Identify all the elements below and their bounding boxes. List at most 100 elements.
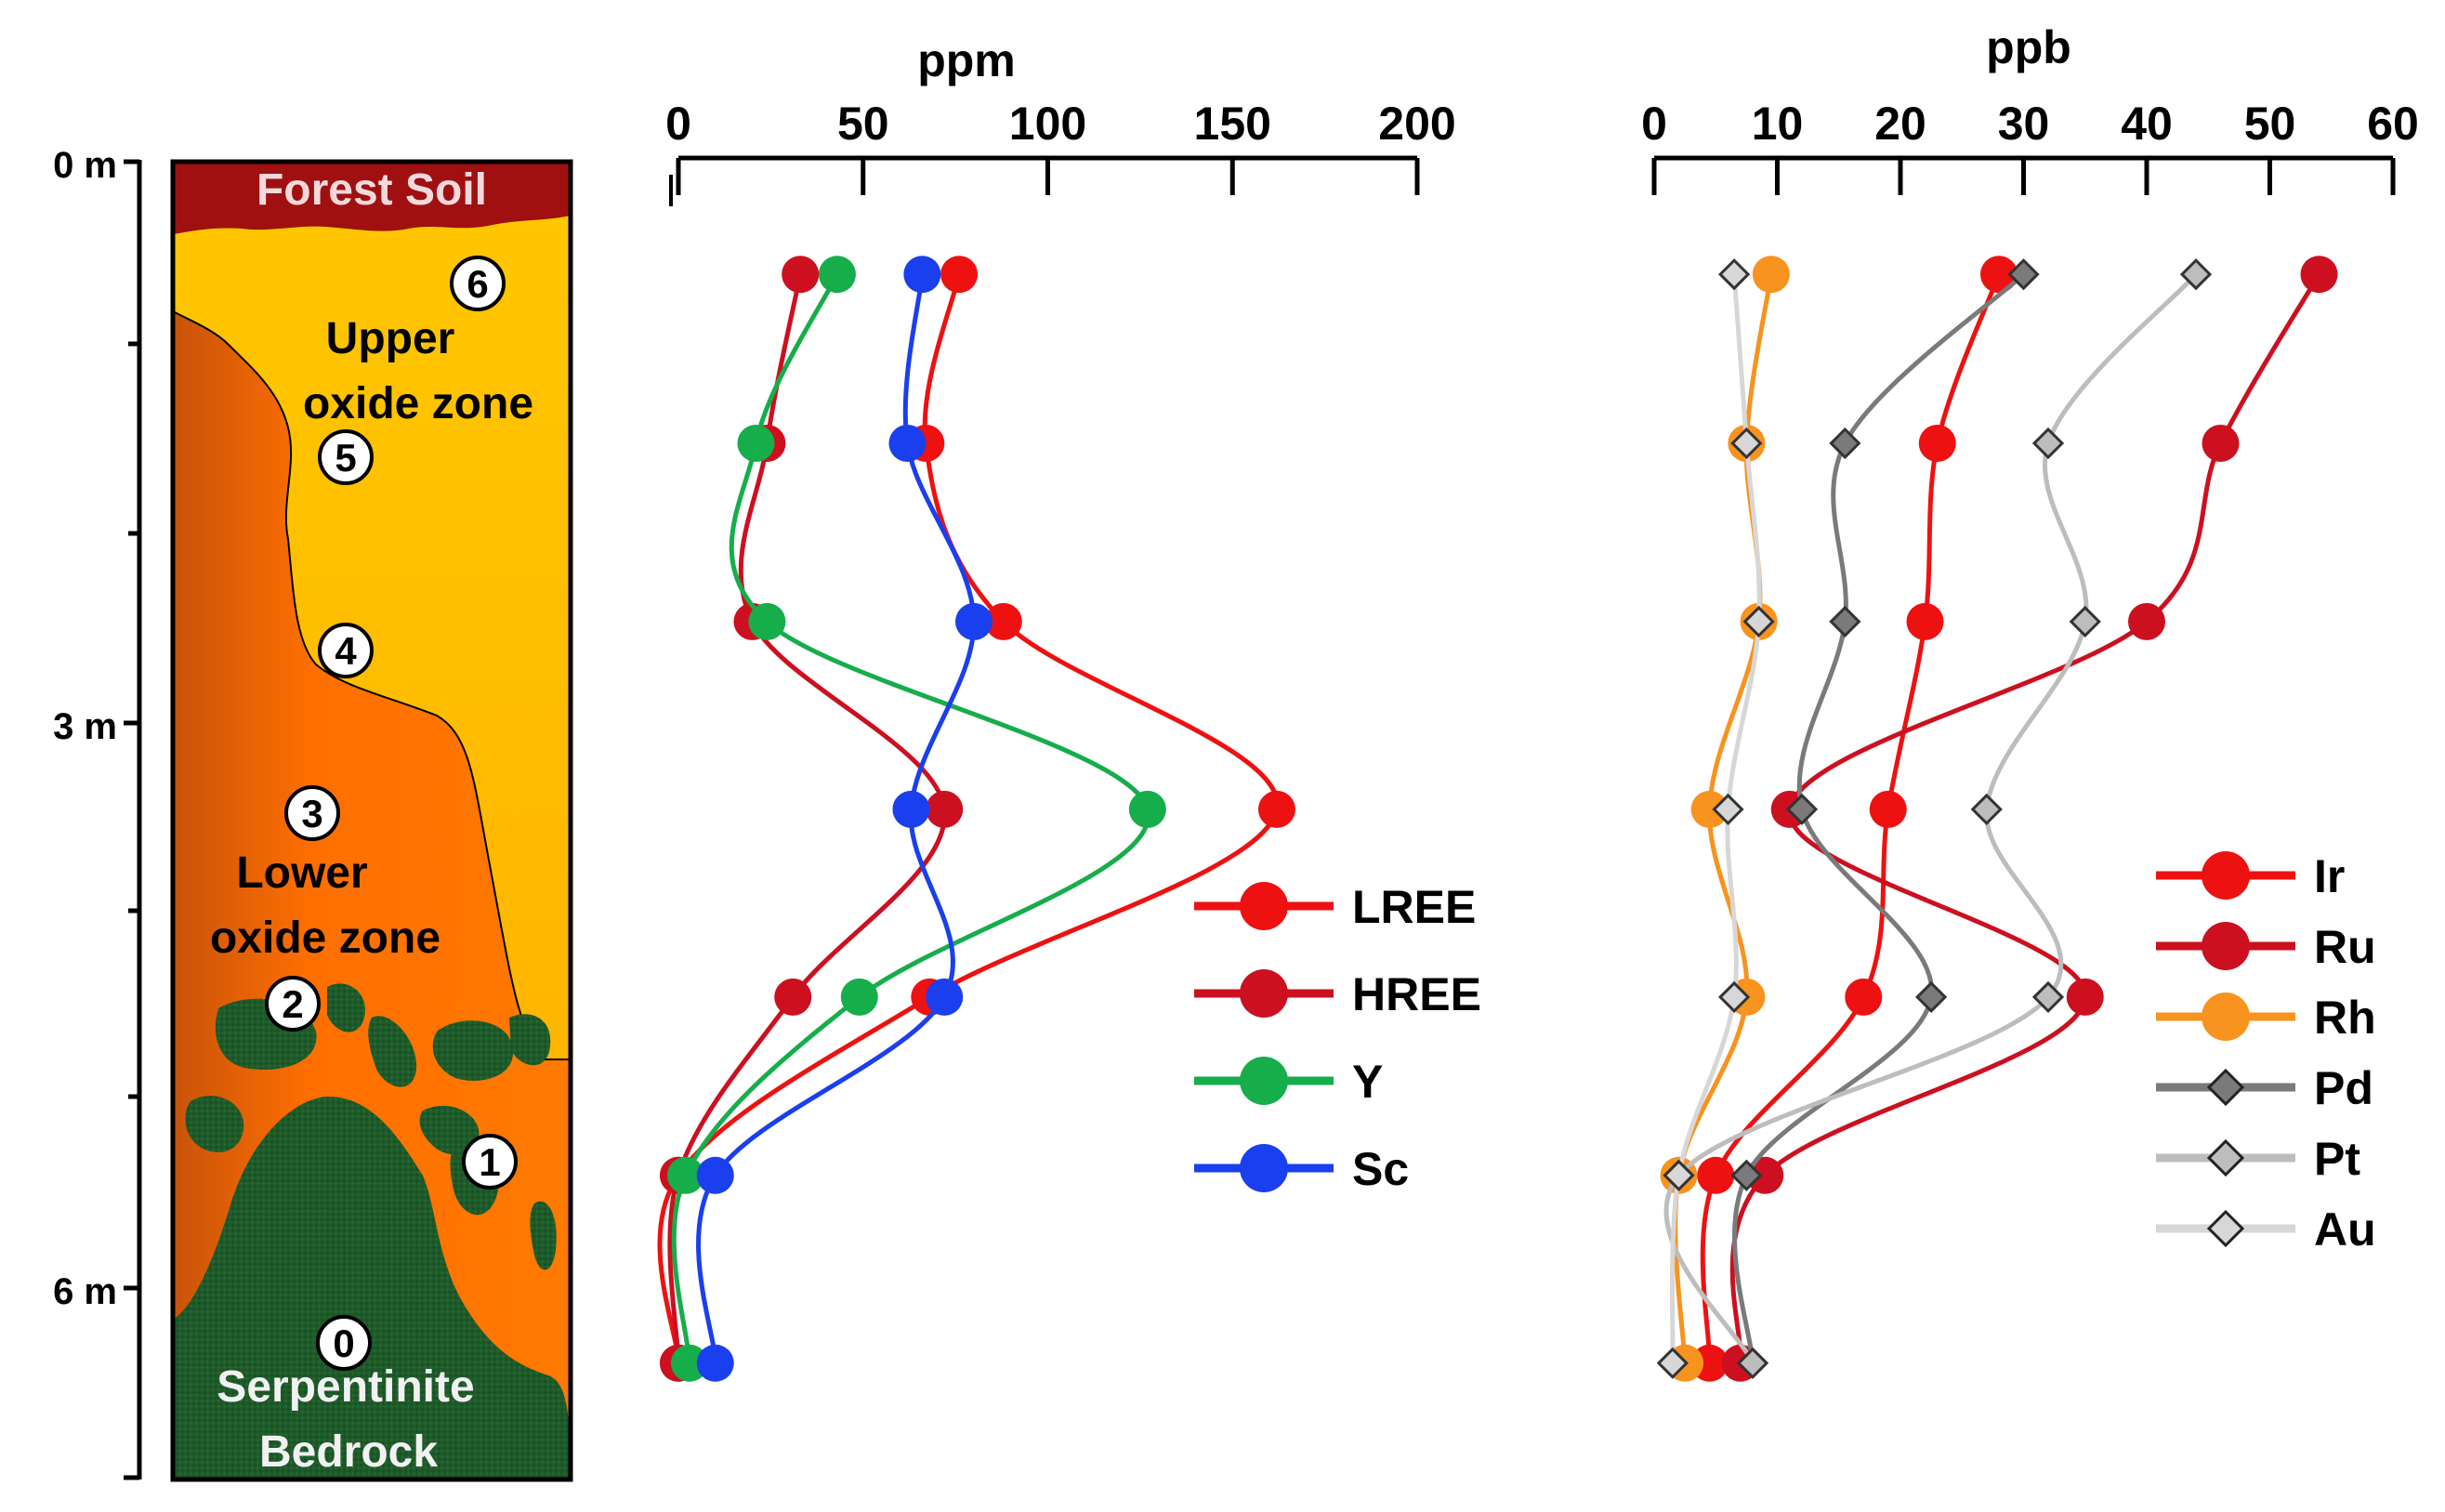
data-point [1718,980,1751,1014]
x-tick-label: 200 [1378,98,1455,150]
data-point [940,256,979,294]
legend-label: Pt [2314,1133,2360,1185]
legend-item-ru: Ru [2156,921,2376,973]
data-point [1829,605,1861,638]
data-point [984,602,1022,640]
data-point [926,978,964,1016]
sample-label: 0 [333,1321,354,1365]
data-point [737,425,775,462]
series-y [666,256,1166,1382]
data-point [1829,427,1861,460]
bedrock-label: Bedrock [259,1427,438,1477]
forest-soil [173,162,571,234]
x-tick-label: 40 [2121,98,2173,150]
data-point [1845,978,1883,1016]
series-lree [657,256,1295,1382]
data-point [670,1344,708,1382]
legend-label: Sc [1352,1143,1409,1195]
data-point [1918,425,1956,462]
data-point [2128,602,2165,640]
upper-oxide-label: oxide zone [303,379,533,428]
series-sc [696,256,992,1382]
data-point [1257,790,1295,828]
data-point [1240,882,1288,930]
data-point [1785,793,1819,826]
bedrock-nodule [327,983,365,1032]
bedrock [173,1096,571,1479]
sample-1: 1 [462,1134,518,1190]
data-point [818,256,856,294]
data-point [2031,980,2065,1014]
depth-axis [124,159,142,1480]
data-point [1980,256,2018,294]
bedrock-nodule [530,1201,557,1270]
data-point [2206,1068,2245,1107]
sample-label: 2 [282,982,303,1026]
sample-label: 6 [467,262,488,306]
data-point [892,790,930,828]
data-point [2202,425,2240,462]
data-point [2179,258,2213,291]
legend-label: Pd [2314,1062,2373,1114]
data-point [888,425,927,462]
legend-item-sc: Sc [1194,1143,1409,1195]
sample-4: 4 [318,623,374,678]
data-point [1730,427,1763,460]
bedrock-nodule [509,1014,551,1066]
x-tick-label: 30 [1998,98,2050,150]
data-point [2202,993,2250,1041]
sample-label: 1 [479,1140,500,1184]
sample-6: 6 [450,256,506,311]
data-point [2206,1209,2245,1248]
data-point [1690,790,1729,828]
data-point [2069,605,2101,638]
data-point [1240,1057,1288,1105]
legend-item-rh: Rh [2156,992,2376,1044]
upper-oxide-label: Upper [326,314,455,363]
data-point [782,256,820,294]
bedrock-nodule [368,1016,417,1087]
data-point [774,978,812,1016]
bedrock-nodule [432,1020,514,1081]
data-point [2202,922,2250,970]
data-point [2031,427,2065,460]
legend-label: Ru [2314,921,2376,973]
sample-label: 3 [301,792,322,835]
legend-item-pt: Pt [2156,1133,2360,1185]
lower-oxide-label: Lower [236,848,367,898]
data-point [2300,256,2338,294]
data-point [748,602,786,640]
series-ru [1721,256,2338,1382]
data-point [2066,978,2104,1016]
legend-item-au: Au [2156,1203,2376,1256]
data-point [1736,1347,1769,1379]
sample-3: 3 [284,785,340,841]
weathering-profile [173,162,571,1479]
x-tick-label: 50 [2244,98,2296,150]
x-tick-label: 10 [1752,98,1804,150]
series-pd [1730,258,2040,1379]
data-point [696,1344,734,1382]
depth-tick-6m: 6 m [53,1271,117,1312]
data-point [2007,258,2040,291]
legend-item-ir: Ir [2156,850,2345,902]
x-tick-label: 150 [1194,98,1271,150]
data-point [1656,1347,1689,1379]
x-tick-label: 100 [1009,98,1086,150]
legend-item-lree: LREE [1194,881,1476,933]
data-point [1712,793,1744,826]
unit-label: ppb [1986,21,2071,73]
depth-tick-0m: 0 m [53,145,117,186]
legend-label: Ir [2314,850,2345,902]
data-point [1869,790,1907,828]
sample-label: 5 [335,436,356,480]
data-point [666,1156,704,1194]
sample-5: 5 [318,429,374,485]
data-point [1752,256,1790,294]
x-tick-label: 50 [837,98,889,150]
sample-label: 4 [335,629,357,673]
legend-item-hree: HREE [1194,968,1481,1020]
legend-label: Au [2314,1203,2376,1256]
data-point [1240,969,1288,1018]
